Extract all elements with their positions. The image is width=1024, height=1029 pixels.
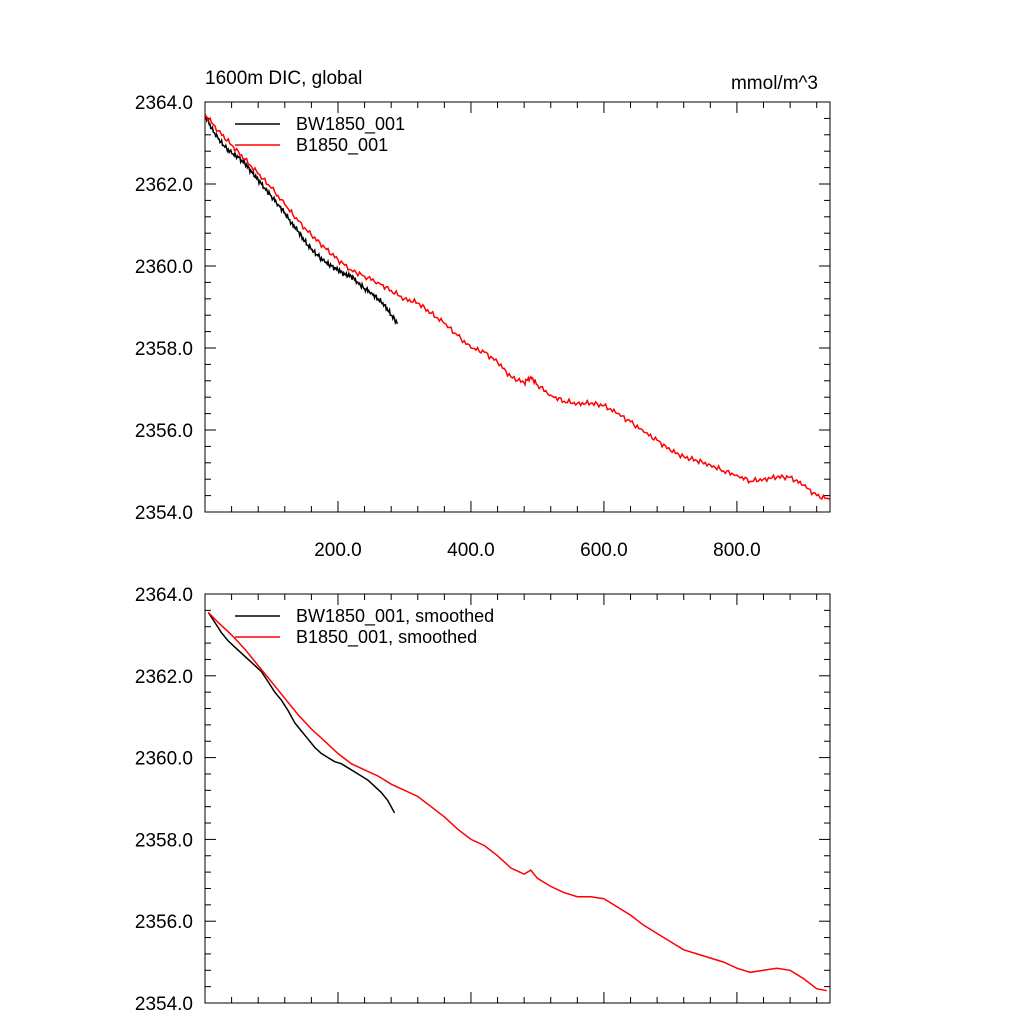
series-line-bw1850 bbox=[207, 611, 396, 814]
y-tick-label: 2354.0 bbox=[135, 994, 193, 1015]
y-tick-label: 2362.0 bbox=[135, 667, 193, 688]
legend-label: B1850_001, smoothed bbox=[296, 627, 477, 648]
y-tick-label: 2354.0 bbox=[135, 503, 193, 524]
y-tick-label: 2358.0 bbox=[135, 830, 193, 851]
legend-label: BW1850_001 bbox=[296, 114, 405, 135]
x-tick-label: 200.0 bbox=[314, 540, 362, 561]
panel-top: 1600m DIC, global mmol/m^3 2354.0 2356.0 235… bbox=[135, 68, 831, 561]
x-tick-label: 800.0 bbox=[713, 540, 761, 561]
y-tick-label: 2364.0 bbox=[135, 585, 193, 606]
legend-label: B1850_001 bbox=[296, 135, 388, 156]
plot-frame bbox=[204, 593, 831, 1004]
y-tick-label: 2360.0 bbox=[135, 749, 193, 770]
y-tick-label: 2356.0 bbox=[135, 421, 193, 442]
y-tick-label: 2362.0 bbox=[135, 175, 193, 196]
y-tick-label: 2356.0 bbox=[135, 912, 193, 933]
chart-title: 1600m DIC, global bbox=[205, 68, 362, 89]
y-tick-label: 2358.0 bbox=[135, 339, 193, 360]
series-line-b1850 bbox=[207, 611, 827, 992]
y-tick-label: 2360.0 bbox=[135, 257, 193, 278]
x-tick-label: 400.0 bbox=[447, 540, 495, 561]
series-line-b1850 bbox=[205, 113, 830, 501]
legend-label: BW1850_001, smoothed bbox=[296, 606, 494, 627]
units-label: mmol/m^3 bbox=[731, 73, 818, 94]
y-tick-label: 2364.0 bbox=[135, 93, 193, 114]
panel-bottom: 2354.0 2356.0 2358.0 2360.0 2362.0 2364.0 BW18… bbox=[135, 585, 831, 1015]
x-tick-label: 600.0 bbox=[580, 540, 628, 561]
series-line-bw1850 bbox=[205, 113, 399, 326]
plot-frame bbox=[204, 101, 831, 513]
